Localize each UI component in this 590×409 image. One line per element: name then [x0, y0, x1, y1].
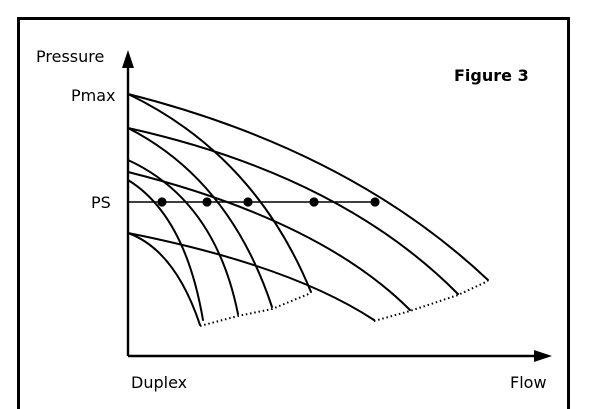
duplex-curve-2 — [128, 128, 458, 294]
x-corner-label: Duplex — [131, 373, 187, 392]
y-axis-arrow — [122, 50, 134, 68]
y-tick-pmax: Pmax — [71, 86, 116, 105]
x-axis-arrow — [534, 350, 552, 362]
operating-point-2 — [202, 197, 211, 206]
x-axis-label: Flow — [510, 373, 547, 392]
y-tick-ps: PS — [91, 193, 111, 212]
operating-point-4 — [309, 197, 318, 206]
operating-point-5 — [370, 197, 379, 206]
duplex-dotted-limit — [374, 281, 488, 321]
operating-point-1 — [157, 197, 166, 206]
single-dotted-limit — [200, 293, 311, 326]
y-axis-label: Pressure — [36, 47, 104, 66]
duplex-curve-4 — [128, 233, 374, 320]
single-curve-1 — [128, 94, 311, 292]
operating-point-3 — [243, 197, 252, 206]
duplex-curve-3 — [128, 172, 410, 310]
figure-title: Figure 3 — [454, 66, 529, 85]
single-curve-2 — [128, 128, 272, 307]
